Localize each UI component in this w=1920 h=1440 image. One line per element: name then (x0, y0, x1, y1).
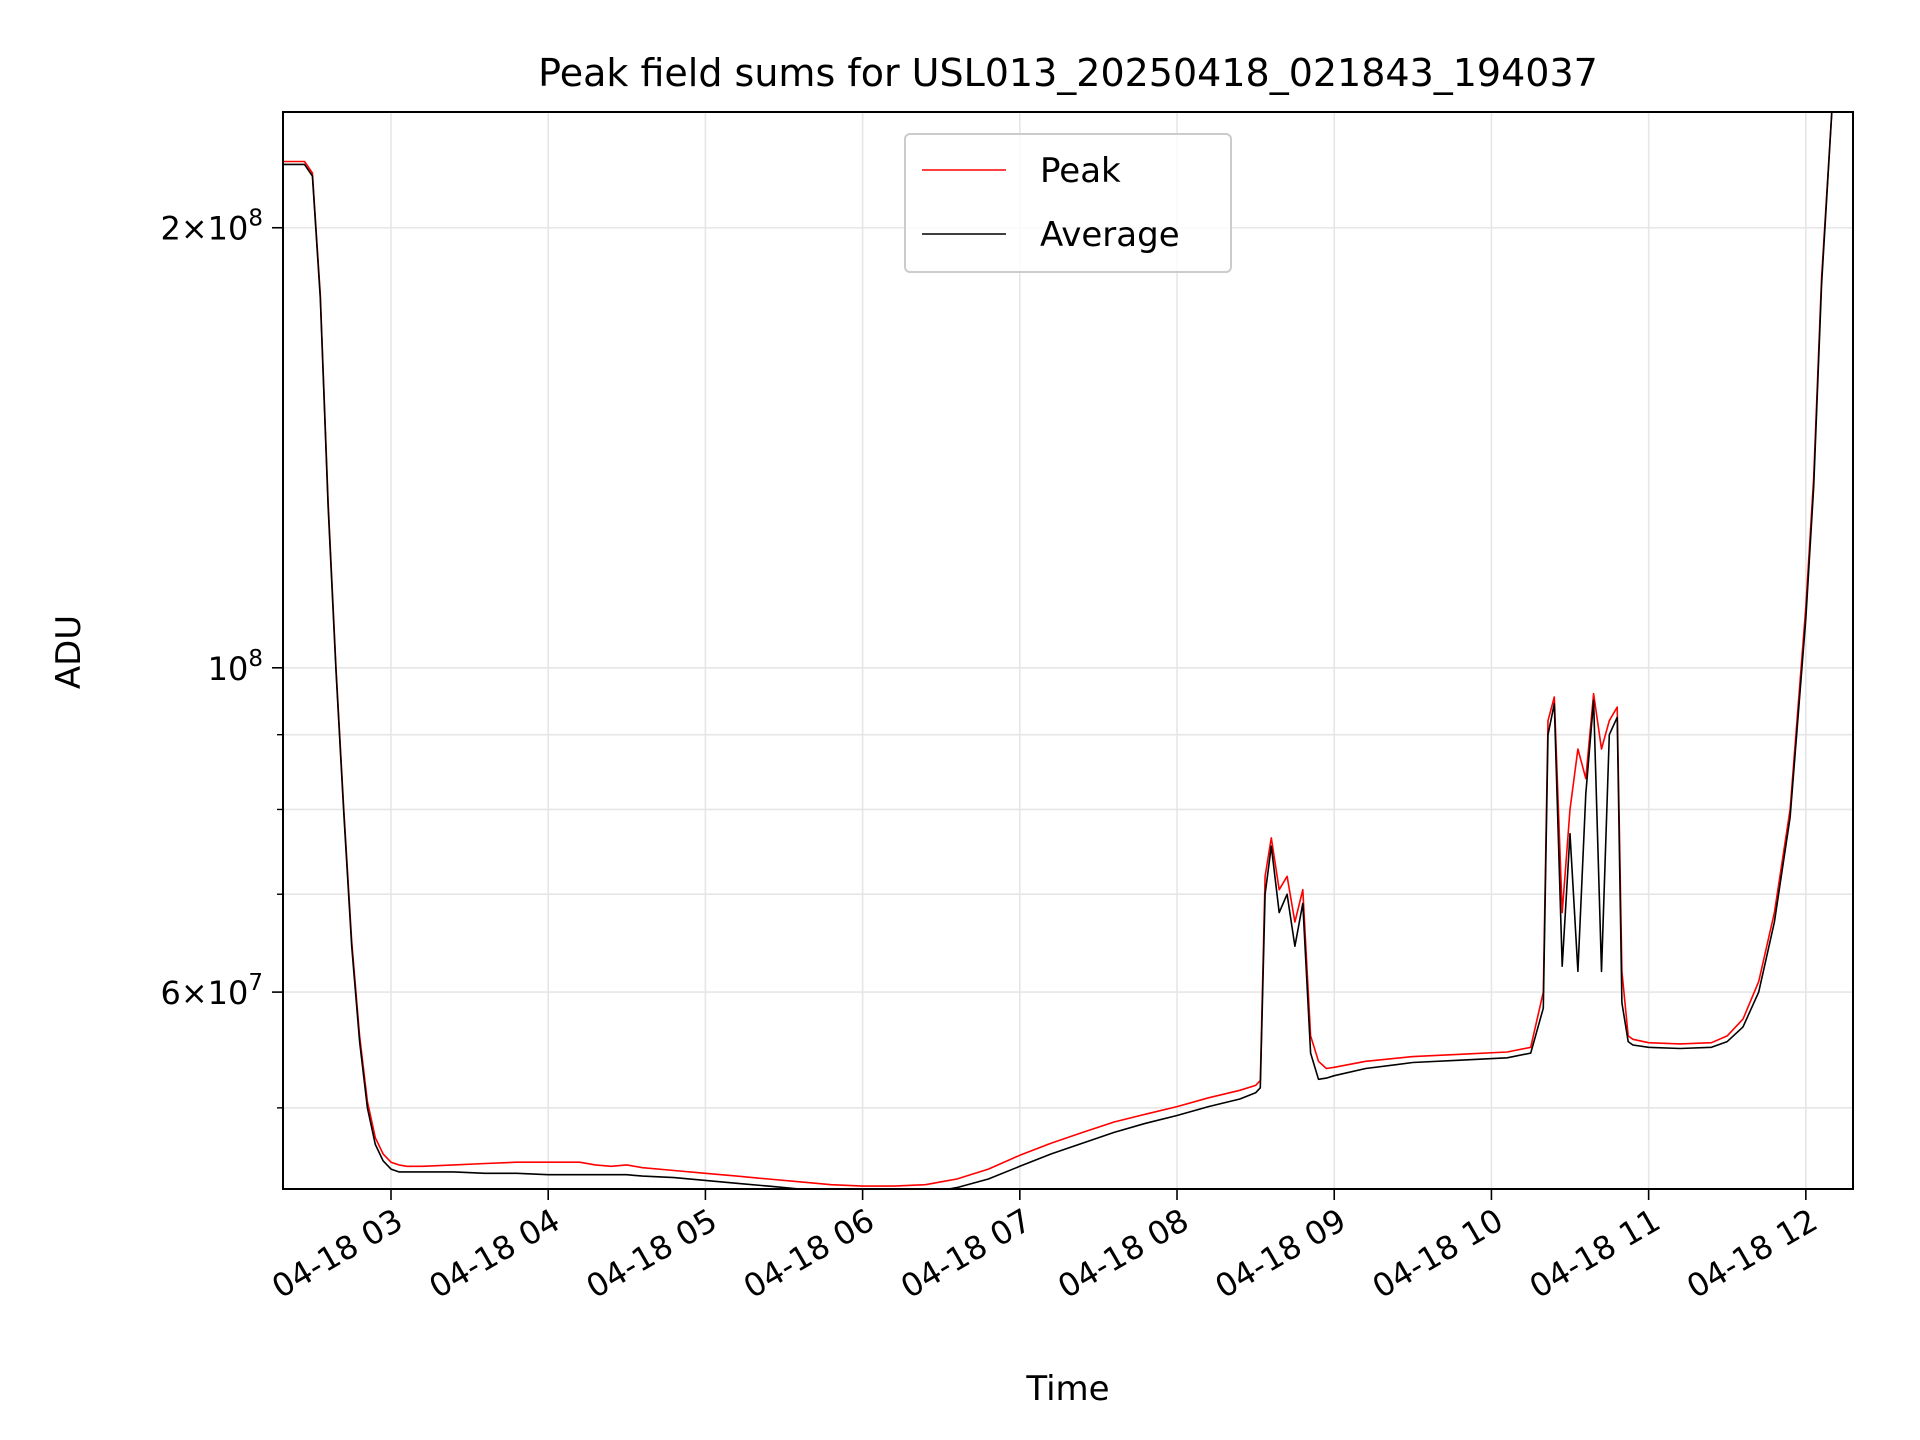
legend-label-peak: Peak (1040, 151, 1121, 191)
series-line-average (283, 112, 1833, 1189)
plot-frame (282, 111, 1854, 1190)
y-tick-label: 6×107 (160, 970, 263, 1012)
y-tick-exponent: 8 (248, 646, 263, 672)
y-tick-exponent: 8 (248, 206, 263, 232)
chart-title: Peak field sums for USL013_20250418_0218… (538, 51, 1598, 95)
plot-series (283, 112, 1833, 1189)
y-tick-label-text: 108 (208, 646, 263, 688)
legend-label-average: Average (1040, 215, 1180, 255)
y-tick-label-text: 2×108 (160, 206, 263, 248)
grid (283, 112, 1853, 1189)
y-axis-label: ADU (49, 615, 89, 689)
legend-box (904, 133, 1232, 273)
x-axis-label: Time (1025, 1369, 1109, 1409)
legend: Peak Average (904, 133, 1232, 273)
y-tick-base: 10 (208, 650, 249, 688)
y-tick-label: 2×108 (160, 206, 263, 248)
y-tick-base: 6×10 (160, 974, 248, 1012)
y-tick-exponent: 7 (248, 970, 263, 996)
y-tick-label: 108 (208, 646, 263, 688)
y-tick-base: 2×10 (160, 210, 248, 248)
y-tick-label-text: 6×107 (160, 970, 263, 1012)
